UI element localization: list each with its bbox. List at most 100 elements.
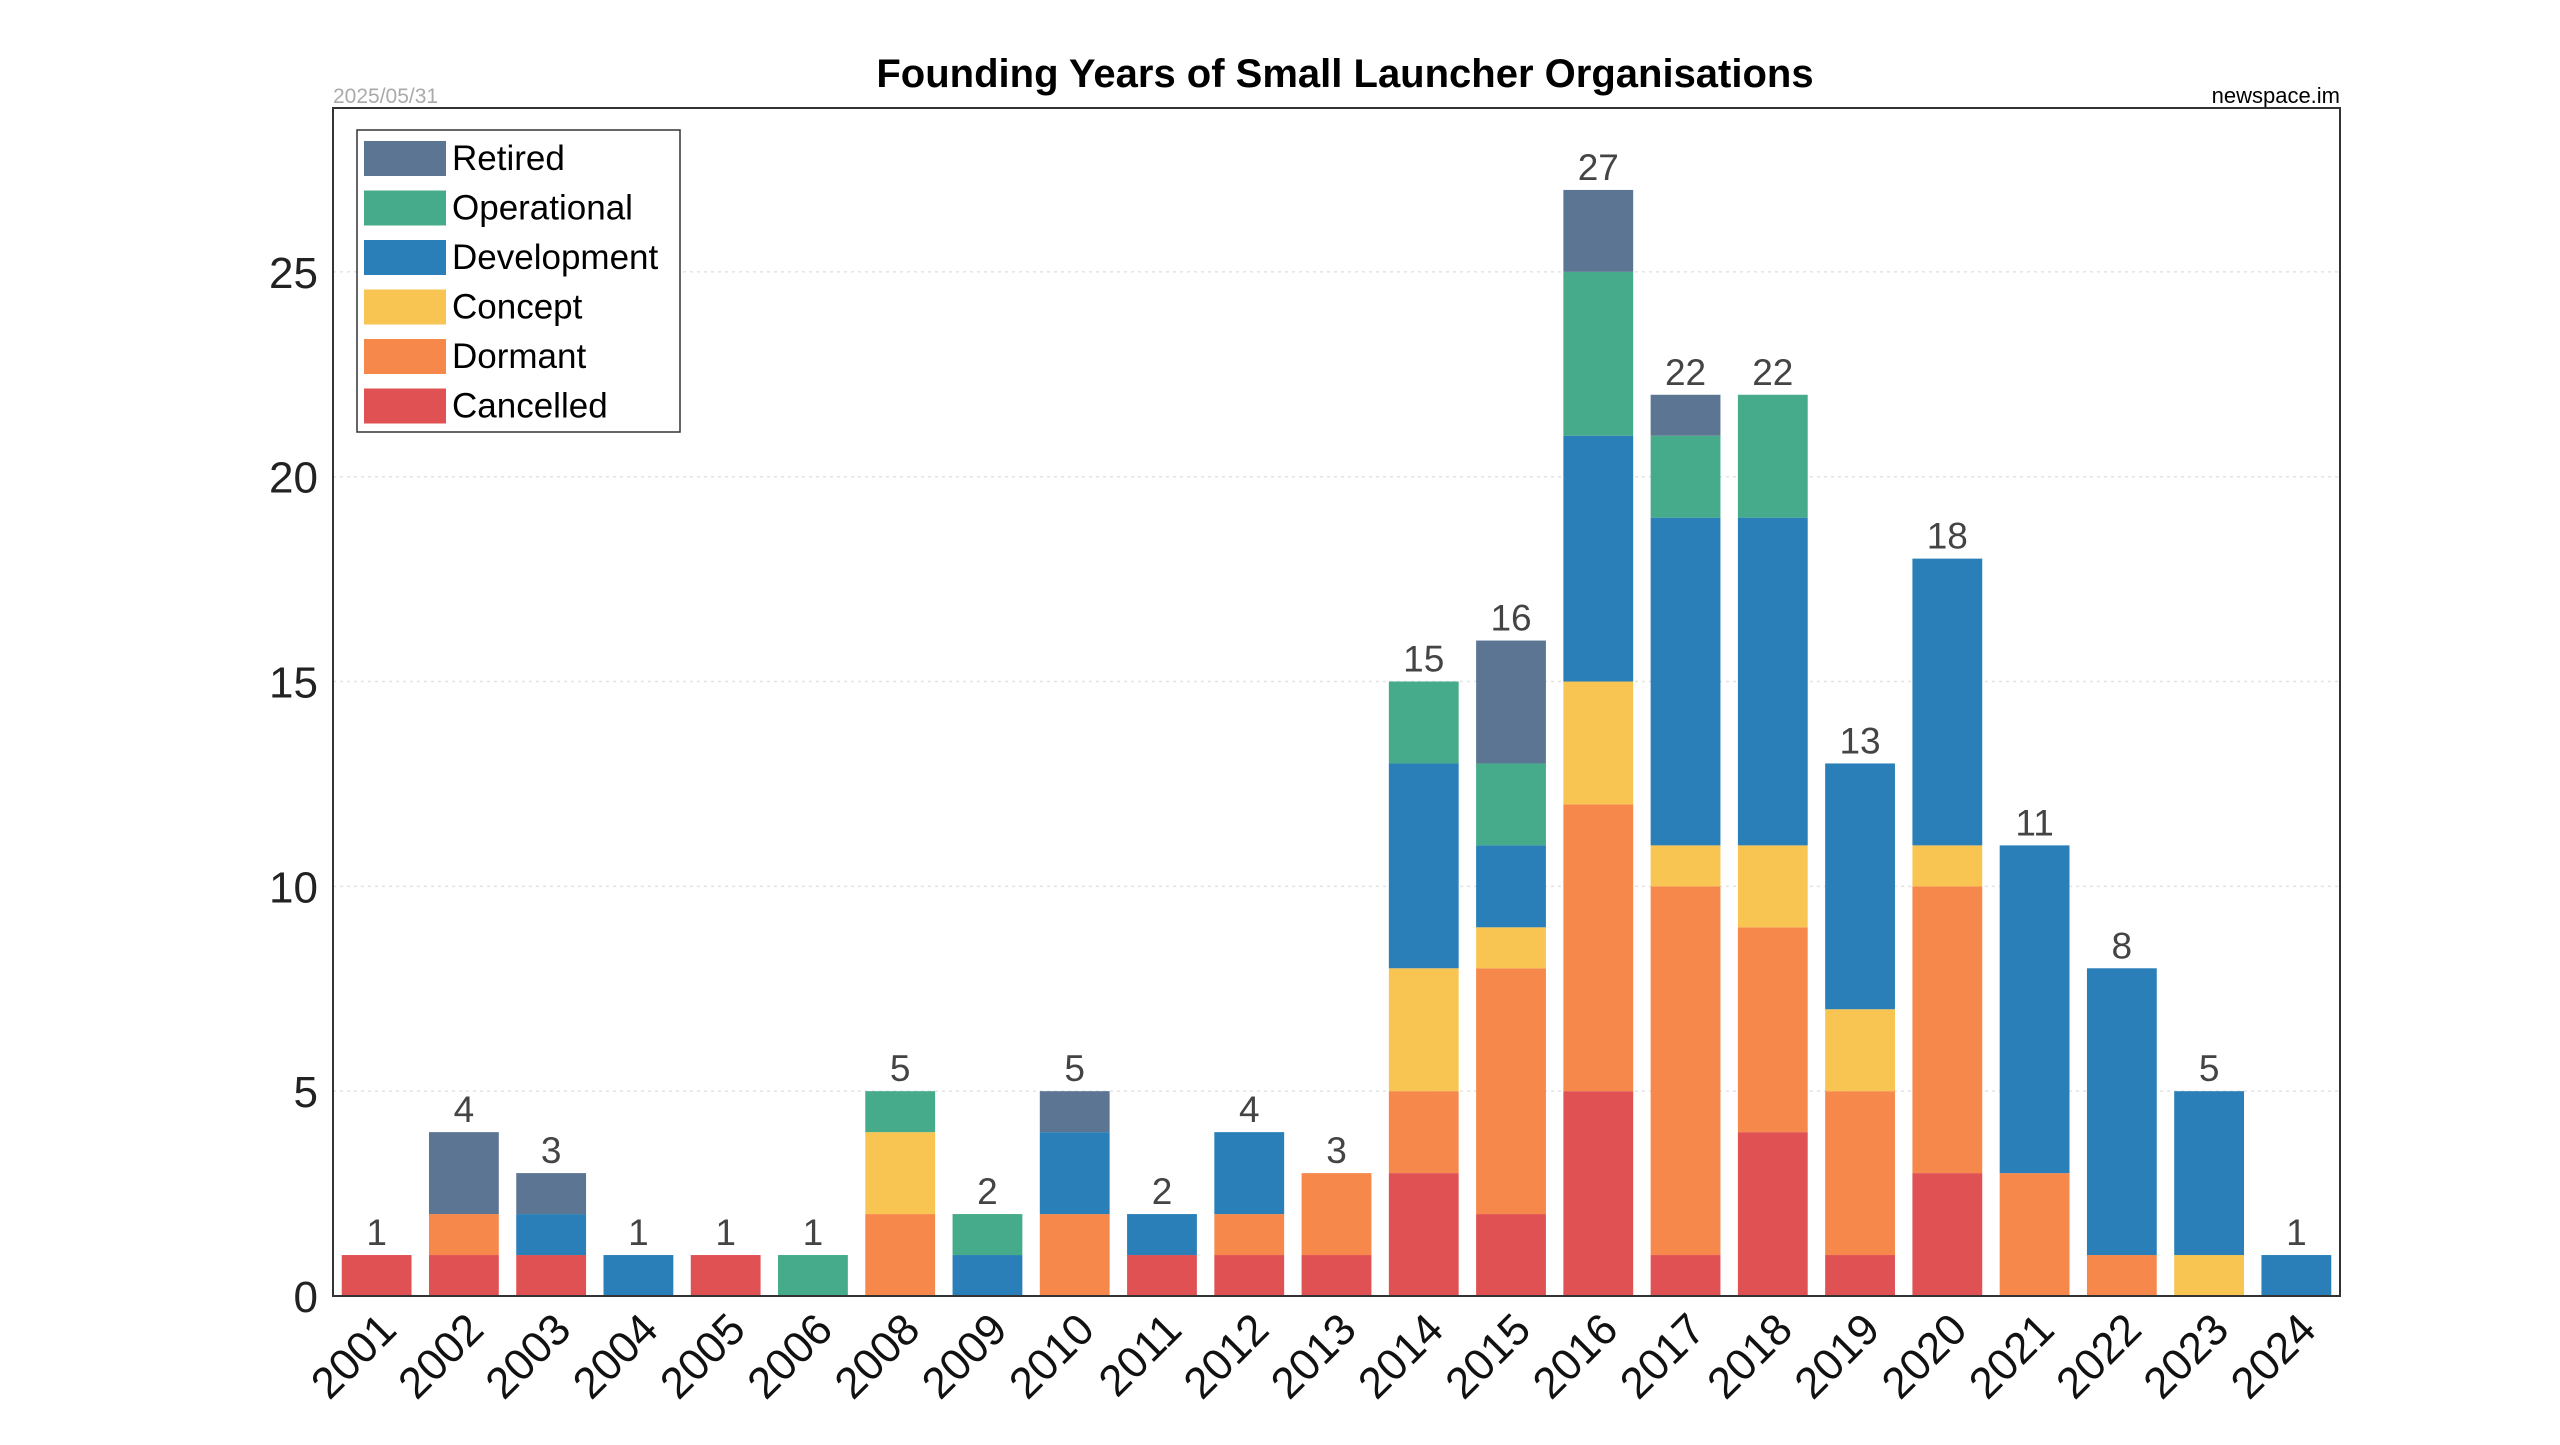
bar-segment-retired-2003 — [516, 1173, 587, 1215]
bar-segment-operational-2017 — [1650, 435, 1721, 518]
bar-segment-development-2004 — [603, 1255, 674, 1296]
bar-segment-development-2024 — [2261, 1255, 2332, 1296]
x-tick-label: 2003 — [476, 1304, 580, 1408]
x-tick-label: 2012 — [1174, 1304, 1278, 1408]
total-label-2003: 3 — [541, 1130, 562, 1171]
bar-segment-dormant-2015 — [1476, 968, 1546, 1215]
bar-segment-operational-2008 — [865, 1091, 936, 1133]
x-tick-label: 2016 — [1523, 1304, 1627, 1408]
bar-segment-operational-2009 — [952, 1214, 1023, 1256]
bar-segment-cancelled-2012 — [1214, 1255, 1285, 1296]
x-tick-label: 2011 — [1089, 1304, 1191, 1406]
bar-segment-dormant-2014 — [1388, 1091, 1459, 1174]
total-label-2002: 4 — [454, 1089, 475, 1130]
y-axis: 0 5 10 15 20 25 — [269, 249, 318, 1322]
total-label-2020: 18 — [1927, 516, 1968, 557]
bar-segment-concept-2008 — [865, 1132, 936, 1215]
legend-label-development: Development — [452, 238, 658, 277]
bar-segment-development-2009 — [952, 1255, 1023, 1296]
total-label-2023: 5 — [2199, 1048, 2220, 1089]
y-tick-label: 0 — [294, 1273, 318, 1322]
bar-segment-dormant-2021 — [1999, 1173, 2070, 1296]
total-label-2013: 3 — [1326, 1130, 1347, 1171]
legend-swatch-development — [364, 240, 446, 275]
total-label-2024: 1 — [2286, 1212, 2307, 1253]
y-tick-label: 25 — [269, 249, 318, 298]
x-tick-label: 2023 — [2134, 1304, 2238, 1408]
bar-segment-concept-2016 — [1563, 681, 1634, 805]
legend: Retired Operational Development Concept Dorm… — [356, 129, 681, 433]
total-label-2018: 22 — [1752, 352, 1793, 393]
bar-segment-concept-2020 — [1912, 845, 1983, 887]
bar-segment-development-2015 — [1476, 845, 1546, 928]
legend-label-concept: Concept — [452, 288, 583, 327]
bar-segment-development-2003 — [516, 1214, 587, 1256]
bar-segment-development-2011 — [1127, 1214, 1197, 1256]
total-label-2006: 1 — [803, 1212, 824, 1253]
legend-swatch-concept — [364, 289, 446, 325]
bar-segment-development-2014 — [1388, 763, 1459, 969]
bar-segment-development-2018 — [1737, 517, 1808, 846]
legend-swatch-operational — [364, 190, 446, 226]
bar-segment-cancelled-2019 — [1825, 1255, 1895, 1296]
total-label-2016: 27 — [1578, 147, 1619, 188]
bar-segment-development-2019 — [1825, 763, 1895, 1010]
gridlines — [333, 271, 2340, 1092]
bar-segment-cancelled-2001 — [341, 1255, 412, 1296]
x-tick-label: 2022 — [2047, 1304, 2151, 1408]
total-label-2011: 2 — [1152, 1171, 1173, 1212]
bar-segment-dormant-2002 — [428, 1214, 499, 1256]
bar-segment-dormant-2013 — [1301, 1173, 1372, 1256]
bar-segment-operational-2015 — [1476, 763, 1546, 846]
x-tick-label: 2010 — [1000, 1304, 1104, 1408]
bar-segment-development-2017 — [1650, 517, 1721, 846]
total-label-2019: 13 — [1839, 720, 1880, 761]
x-tick-label: 2014 — [1349, 1304, 1453, 1408]
y-tick-label: 15 — [269, 659, 318, 708]
x-tick-label: 2019 — [1785, 1304, 1889, 1408]
bar-segment-retired-2016 — [1563, 189, 1634, 272]
bar-segment-development-2021 — [1999, 845, 2070, 1174]
x-axis: 2001200220032004200520062008200920102011… — [302, 1304, 2326, 1408]
bar-segment-dormant-2016 — [1563, 804, 1634, 1092]
bar-segment-dormant-2018 — [1737, 927, 1808, 1133]
bar-segment-concept-2018 — [1737, 845, 1808, 928]
bar-segment-operational-2014 — [1388, 681, 1459, 764]
bar-segment-operational-2006 — [778, 1255, 848, 1296]
bar-segment-concept-2015 — [1476, 927, 1546, 969]
legend-box — [356, 129, 681, 433]
x-tick-label: 2004 — [564, 1304, 668, 1408]
bar-segment-retired-2010 — [1039, 1091, 1110, 1133]
total-label-2012: 4 — [1239, 1089, 1260, 1130]
bar-segment-dormant-2012 — [1214, 1214, 1285, 1256]
bar-segment-cancelled-2017 — [1650, 1255, 1721, 1296]
x-tick-label: 2005 — [651, 1304, 755, 1408]
x-tick-label: 2021 — [1960, 1304, 2064, 1408]
x-tick-label: 2018 — [1698, 1304, 1802, 1408]
bar-segment-operational-2018 — [1737, 394, 1808, 518]
date-note: 2025/05/31 — [333, 85, 438, 108]
chart-title: Founding Years of Small Launcher Organis… — [876, 52, 1813, 96]
bar-segment-development-2022 — [2086, 968, 2157, 1256]
y-tick-label: 5 — [294, 1068, 318, 1117]
bar-segment-cancelled-2003 — [516, 1255, 587, 1296]
bar-segment-dormant-2008 — [865, 1214, 936, 1296]
bar-segment-development-2020 — [1912, 558, 1983, 846]
plot-area-frame — [332, 107, 2341, 1297]
bar-segment-cancelled-2013 — [1301, 1255, 1372, 1296]
legend-swatch-dormant — [364, 339, 446, 374]
x-tick-label: 2009 — [913, 1304, 1017, 1408]
bar-segment-development-2010 — [1039, 1132, 1110, 1215]
y-tick-label: 10 — [269, 863, 318, 912]
bar-segment-retired-2017 — [1650, 394, 1721, 436]
x-tick-label: 2008 — [825, 1304, 929, 1408]
bar-segment-dormant-2020 — [1912, 886, 1983, 1174]
bar-segment-cancelled-2005 — [690, 1255, 761, 1296]
bar-segment-dormant-2022 — [2086, 1255, 2157, 1296]
bar-segment-concept-2017 — [1650, 845, 1721, 887]
total-label-2017: 22 — [1665, 352, 1706, 393]
x-tick-label: 2020 — [1873, 1304, 1977, 1408]
